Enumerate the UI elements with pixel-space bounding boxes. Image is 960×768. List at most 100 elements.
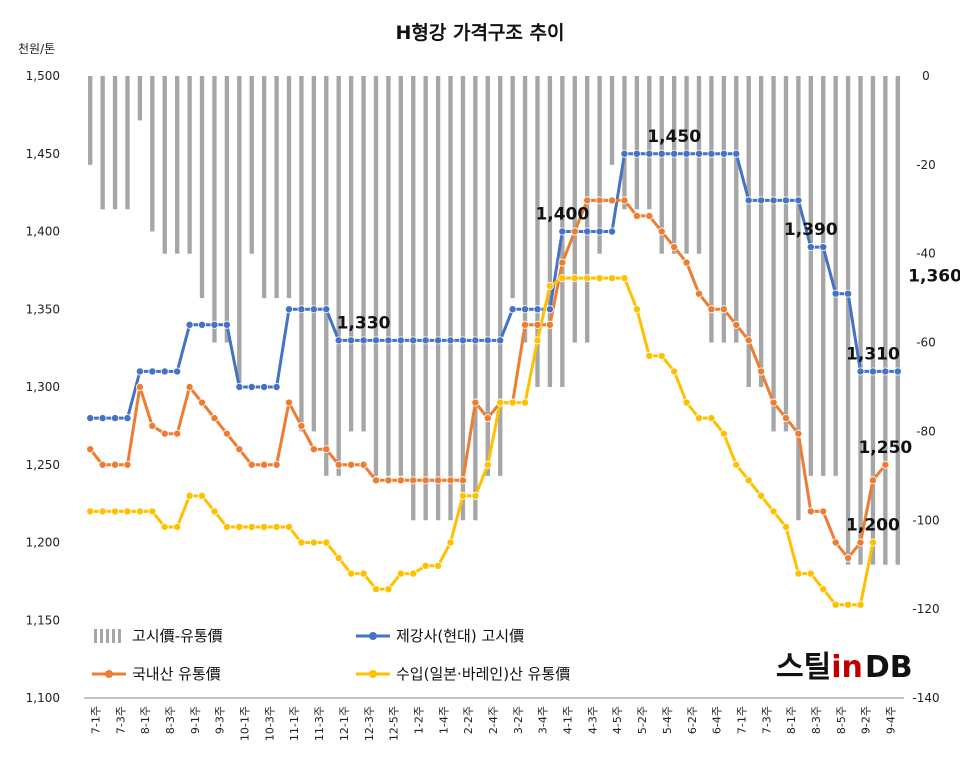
x-tick-label: 7-3주 xyxy=(760,706,773,734)
series-point-1 xyxy=(732,149,741,158)
series-point-1 xyxy=(198,320,207,329)
bar-mark xyxy=(473,76,478,521)
x-tick-label: 2-2주 xyxy=(462,706,475,734)
x-tick-label: 8-3주 xyxy=(810,706,823,734)
series-point-2 xyxy=(471,398,480,407)
series-point-1 xyxy=(247,382,256,391)
x-tick-label: 11-1주 xyxy=(288,706,301,741)
series-point-1 xyxy=(260,382,269,391)
series-point-1 xyxy=(322,305,331,314)
series-point-3 xyxy=(309,538,318,547)
legend-swatch-bar xyxy=(100,629,103,643)
series-point-1 xyxy=(695,149,704,158)
bar-mark xyxy=(883,76,888,565)
legend: 고시價-유통價 제강사(현대) 고시價 국내산 유통價 수입(일본·바레인)산 유통價 xyxy=(92,627,570,683)
x-tick-label: 10-1주 xyxy=(239,706,252,741)
series-point-1 xyxy=(868,367,877,376)
series-point-2 xyxy=(844,554,853,563)
series-point-3 xyxy=(570,274,579,283)
series-point-2 xyxy=(173,429,182,438)
series-point-1 xyxy=(632,149,641,158)
series-point-3 xyxy=(160,522,169,531)
x-tick-label: 12-1주 xyxy=(338,706,351,741)
bar-mark xyxy=(448,76,453,521)
series-point-3 xyxy=(483,460,492,469)
bar-mark xyxy=(435,76,441,521)
bar-mark xyxy=(175,76,180,254)
bar-mark xyxy=(647,76,652,210)
series-point-3 xyxy=(769,507,778,516)
series-point-1 xyxy=(359,336,368,345)
x-tick-label: 8-1주 xyxy=(785,706,798,734)
series-point-3 xyxy=(645,351,654,360)
series-point-1 xyxy=(508,305,517,314)
data-label: 1,360 xyxy=(908,267,960,287)
series-point-1 xyxy=(521,305,530,314)
series-point-1 xyxy=(111,414,120,423)
logo: 스틸inDB xyxy=(776,642,913,686)
line-layer xyxy=(89,152,898,607)
bar-mark xyxy=(460,76,466,521)
bar-mark xyxy=(311,76,317,432)
series-point-1 xyxy=(496,336,505,345)
series-point-1 xyxy=(185,320,194,329)
series-point-1 xyxy=(86,414,95,423)
series-point-3 xyxy=(272,522,281,531)
y-tick-label: 1,150 xyxy=(26,613,60,627)
bar-mark xyxy=(622,76,627,210)
x-tick-label: 12-5주 xyxy=(388,706,401,741)
x-tick-label: 8-1주 xyxy=(139,706,152,734)
series-point-3 xyxy=(781,522,790,531)
series-point-2 xyxy=(707,305,716,314)
bar-mark xyxy=(237,76,242,387)
legend-swatch-bar xyxy=(94,629,97,643)
series-point-2 xyxy=(744,336,753,345)
series-point-3 xyxy=(844,600,853,609)
x-tick-label: 9-3주 xyxy=(214,706,227,734)
data-label: 1,250 xyxy=(858,438,912,458)
series-point-1 xyxy=(471,336,480,345)
x-tick-label: 6-2주 xyxy=(686,706,699,734)
series-point-2 xyxy=(732,320,741,329)
series-point-2 xyxy=(695,289,704,298)
bar-mark xyxy=(324,76,329,476)
y-tick-label: 1,200 xyxy=(26,536,60,550)
series-point-1 xyxy=(670,149,679,158)
series-line-1 xyxy=(90,152,898,420)
series-point-1 xyxy=(148,367,157,376)
bar-mark xyxy=(758,76,764,387)
series-point-3 xyxy=(359,569,368,578)
series-point-3 xyxy=(695,414,704,423)
series-point-2 xyxy=(260,460,269,469)
series-point-2 xyxy=(198,398,207,407)
bar-mark xyxy=(423,76,428,521)
y-tick-label: 1,400 xyxy=(26,225,60,239)
x-tick-label: 1-2주 xyxy=(412,706,425,734)
series-point-3 xyxy=(868,538,877,547)
y-tick-label: 1,350 xyxy=(26,302,60,316)
series-point-1 xyxy=(856,367,865,376)
series-point-3 xyxy=(508,398,517,407)
bar-mark xyxy=(336,76,341,476)
series-point-1 xyxy=(707,149,716,158)
x-tick-label: 7-1주 xyxy=(735,706,748,734)
series-point-3 xyxy=(334,554,343,563)
series-point-2 xyxy=(434,476,443,485)
series-point-2 xyxy=(819,507,828,516)
series-point-3 xyxy=(545,281,554,290)
series-point-1 xyxy=(297,305,306,314)
annotation-layer: 1,330 1,400 1,450 1,390 1,310 1,360 1,250 1,200 xyxy=(337,127,960,536)
series-point-3 xyxy=(608,274,617,283)
series-point-2 xyxy=(757,367,766,376)
series-point-1 xyxy=(719,149,728,158)
series-point-2 xyxy=(334,460,343,469)
series-point-3 xyxy=(347,569,356,578)
bar-mark xyxy=(696,76,702,254)
bar-mark xyxy=(510,76,515,299)
series-point-3 xyxy=(297,538,306,547)
series-point-2 xyxy=(458,476,467,485)
data-label: 1,200 xyxy=(846,516,900,536)
series-point-3 xyxy=(856,600,865,609)
series-point-3 xyxy=(123,507,132,516)
bar-mark xyxy=(398,76,403,476)
